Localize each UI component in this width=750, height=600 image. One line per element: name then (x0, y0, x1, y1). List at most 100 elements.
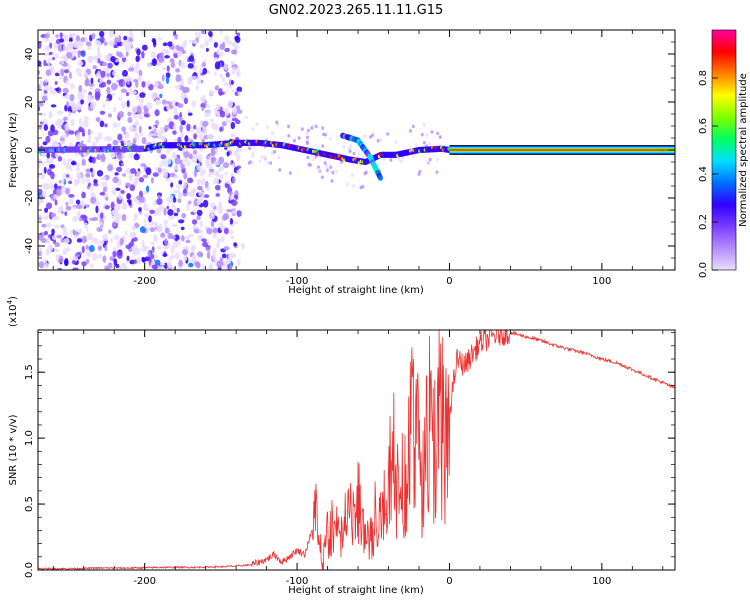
x-tick-label: 0 (446, 576, 452, 587)
noise-blob (183, 150, 190, 159)
noise-blob (218, 174, 224, 180)
noise-blob (127, 111, 132, 117)
noise-blob (206, 159, 210, 165)
y-tick-label: 1.0 (24, 430, 35, 446)
noise-blob (193, 208, 197, 214)
noise-blob (111, 186, 117, 195)
noise-blob (229, 230, 234, 234)
noise-blob (329, 165, 333, 170)
noise-blob (150, 177, 154, 184)
colorbar: 0.0 0.2 0.4 0.6 0.8 Normalized spectral ampl… (698, 29, 749, 278)
noise-blob (141, 81, 146, 88)
noise-blob (224, 171, 228, 175)
noise-blob (224, 258, 232, 265)
noise-blob (207, 173, 211, 178)
noise-blob (102, 103, 106, 108)
noise-blob (51, 235, 57, 241)
noise-blob (230, 235, 235, 240)
noise-blob (250, 160, 254, 165)
noise-blob (121, 56, 127, 63)
noise-blob (72, 216, 79, 223)
noise-blob (342, 144, 346, 149)
noise-blob (47, 59, 51, 67)
noise-blob (139, 226, 146, 233)
noise-blob (74, 234, 80, 239)
noise-blob (357, 152, 361, 157)
noise-blob (306, 155, 310, 160)
noise-blob (100, 155, 106, 163)
noise-blob (397, 157, 401, 161)
noise-blob (227, 100, 234, 108)
noise-blob (126, 100, 130, 108)
noise-blob (56, 188, 62, 197)
noise-blob (236, 147, 240, 152)
noise-blob (122, 173, 127, 177)
noise-blob (43, 258, 48, 264)
noise-blob (97, 58, 101, 64)
noise-blob (134, 127, 138, 132)
noise-blob (131, 248, 138, 254)
noise-blob (218, 91, 225, 96)
noise-blob (198, 134, 204, 140)
noise-blob (147, 250, 151, 258)
noise-blob (124, 230, 128, 236)
noise-blob (170, 194, 174, 202)
colorbar-tick-label: 0.2 (698, 214, 709, 230)
noise-blob (86, 232, 93, 240)
noise-blob (323, 161, 327, 165)
noise-blob (165, 75, 170, 84)
noise-blob (223, 82, 230, 87)
noise-blob (54, 72, 60, 77)
noise-blob (193, 169, 198, 178)
noise-blob (92, 252, 98, 261)
noise-blob (179, 124, 183, 133)
noise-blob (218, 201, 223, 210)
noise-blob (149, 209, 156, 214)
noise-blob (173, 49, 178, 54)
noise-blob (117, 133, 123, 141)
noise-blob (112, 221, 117, 227)
noise-blob (188, 233, 194, 238)
noise-blob (44, 207, 49, 213)
noise-blob (59, 140, 65, 146)
noise-blob (180, 131, 184, 139)
noise-blob (232, 107, 238, 115)
noise-blob (44, 78, 50, 83)
noise-blob (205, 104, 211, 108)
noise-blob (104, 205, 110, 210)
noise-blob (125, 244, 132, 249)
noise-blob (219, 74, 224, 78)
noise-blob (195, 85, 199, 91)
noise-blob (176, 239, 181, 246)
noise-blob (75, 199, 81, 205)
noise-blob (63, 55, 68, 60)
noise-blob (143, 213, 149, 217)
branch-blob (377, 174, 384, 181)
noise-blob (94, 93, 100, 101)
noise-blob (41, 161, 45, 166)
noise-blob (46, 168, 53, 176)
noise-blob (157, 167, 162, 174)
noise-blob (72, 259, 76, 265)
noise-blob (189, 126, 194, 133)
noise-blob (94, 57, 98, 63)
noise-blob (231, 89, 235, 93)
noise-blob (143, 190, 148, 195)
noise-blob (165, 177, 171, 182)
noise-blob (209, 168, 215, 173)
noise-blob (196, 215, 201, 221)
noise-blob (38, 60, 42, 67)
noise-blob (60, 210, 64, 215)
noise-blob (114, 172, 119, 176)
noise-blob (236, 66, 240, 74)
noise-blob (202, 199, 209, 208)
noise-blob (57, 207, 62, 213)
noise-blob (146, 63, 152, 68)
noise-blob (99, 36, 105, 44)
noise-blob (143, 256, 151, 262)
noise-blob (110, 237, 114, 244)
noise-blob (78, 117, 82, 126)
noise-blob (129, 184, 136, 192)
noise-blob (85, 168, 91, 173)
noise-blob (38, 40, 42, 49)
